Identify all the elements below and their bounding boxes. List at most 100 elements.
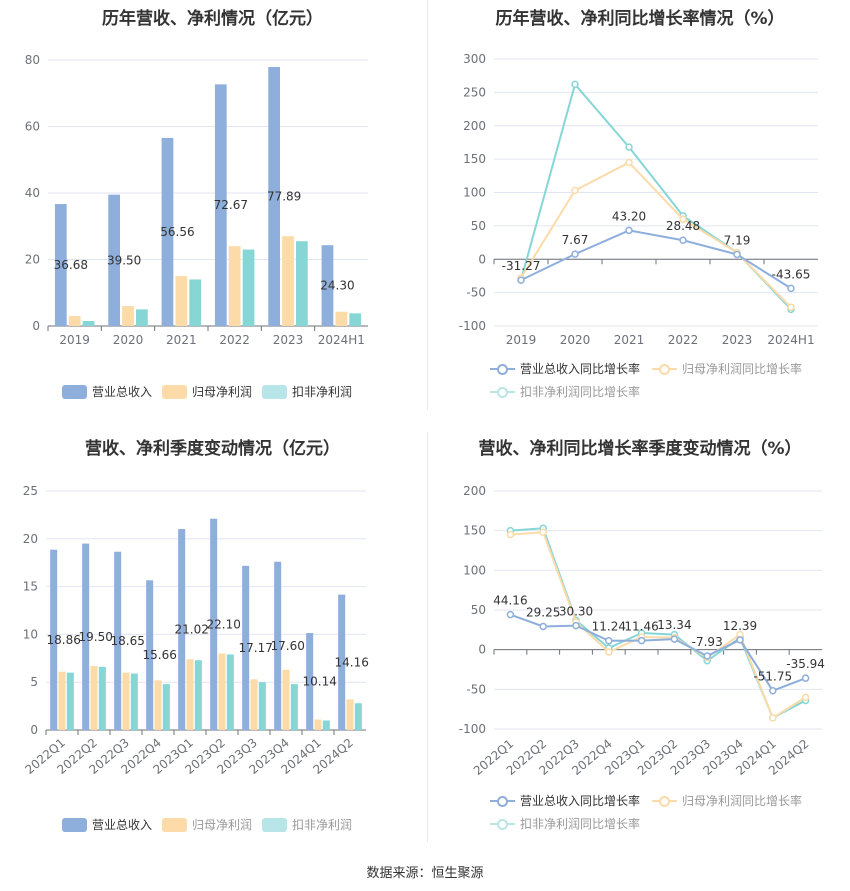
y-tick-label: 0 [478,643,486,657]
y-tick-label: -50 [466,286,486,300]
y-tick-label: 0 [30,723,38,737]
bar [290,684,298,730]
bar [242,249,255,326]
data-label: 17.60 [271,639,305,653]
y-tick-label: -100 [459,722,486,736]
legend-item-parent-profit[interactable]: 归母净利润 [162,816,252,833]
bar [282,236,294,326]
x-tick-label: 2019 [59,333,90,347]
quarterly-growth-chart: -100-500501001502002022Q12022Q22022Q3202… [459,484,825,778]
data-point [670,635,679,643]
bar [322,720,330,730]
data-point [506,530,515,539]
data-label: -7.93 [692,635,723,649]
legend-item-parent-profit[interactable]: 归母净利润 [162,383,252,400]
chart-legend: 营业总收入 归母净利润 扣非净利润 [0,0,425,420]
data-label: 17.17 [239,641,273,655]
data-label: 11.46 [624,620,658,634]
legend-swatch [62,817,87,832]
bar [50,549,58,730]
legend-swatch [162,817,187,832]
data-point [605,648,613,656]
data-point [787,303,795,312]
y-tick-label: 60 [25,120,40,134]
data-point [787,284,795,293]
bar [282,669,290,730]
bar [186,659,194,730]
data-point [679,215,687,223]
y-tick-label: 100 [463,186,486,200]
legend-item-parent-growth[interactable]: 归母净利润同比增长率 [652,792,802,809]
bar [130,673,138,730]
legend-swatch [652,794,677,808]
panel-divider-bottom [427,432,428,842]
data-point [605,636,613,645]
chart-title: 历年营收、净利同比增长率情况（%） [495,9,785,29]
legend-label: 扣非净利润同比增长率 [520,817,641,831]
y-tick-label: 200 [463,484,486,498]
bar [98,666,106,730]
legend-item-revenue[interactable]: 营业总收入 [62,816,152,833]
legend-item-revenue-growth[interactable]: 营业总收入同比增长率 [490,792,640,809]
data-point [801,674,810,682]
bar [189,279,202,326]
bar [242,565,250,730]
legend-item-deducted-profit[interactable]: 扣非净利润 [262,816,352,833]
legend-item-deducted-growth[interactable]: 扣非净利润同比增长率 [490,815,640,832]
data-label: -43.65 [772,267,811,281]
bar [321,245,334,326]
bar [250,679,258,730]
y-tick-label: 20 [25,253,40,267]
annual-amount-chart: 0 20 40 60 80 2019 2020 2021 2022 2023 2024H1 36.68… [25,53,368,347]
bar [68,316,81,326]
y-tick-label: 300 [463,52,486,66]
data-point [769,686,777,695]
x-tick-label: 2022 [219,333,250,347]
data-label: 56.56 [160,225,194,239]
data-label: 43.20 [612,209,646,223]
y-tick-label: 150 [463,152,486,166]
data-label: 39.50 [107,253,141,267]
panel-divider-top [427,0,428,410]
bar [258,682,266,730]
data-label: 22.10 [207,617,241,631]
legend-label: 扣非净利润同比增长率 [520,385,641,399]
x-tick-label: 2022 [668,333,699,347]
bar [346,699,354,730]
data-point [539,528,547,537]
data-label: 72.67 [214,198,248,212]
legend-item-deducted-growth[interactable]: 扣非净利润同比增长率 [490,383,640,400]
legend-item-deducted-profit[interactable]: 扣非净利润 [262,383,352,400]
legend-swatch [162,384,187,399]
data-label: 77.89 [267,190,301,204]
bar [122,306,134,326]
x-tick-label: 2023 [722,333,753,347]
legend-label: 营业总收入 [92,385,153,399]
legend-label: 归母净利润 [192,385,253,399]
quarterly-amount-panel: 营收、净利季度变动情况（亿元） 0 5 10 15 20 25 2022Q1 2022Q2 20… [0,430,425,850]
legend-swatch [652,362,677,376]
legend-swatch [62,384,87,399]
data-point [801,693,810,702]
data-point [539,622,547,631]
series-line [510,613,806,692]
annual-growth-chart: -100 -50 0 50 100 150 200 250 300 2019 2020 2021 202… [459,52,818,347]
data-point [736,636,744,644]
data-point [506,610,515,619]
bar [349,313,362,326]
data-label: 7.19 [724,233,751,247]
data-label: 12.39 [723,619,757,633]
legend-swatch [490,385,515,399]
annual-growth-panel: 历年营收、净利同比增长率情况（%） -100 -50 0 50 100 150 200 250… [430,0,850,420]
bar [178,529,186,730]
legend-item-revenue[interactable]: 营业总收入 [62,383,152,400]
legend-item-parent-growth[interactable]: 归母净利润同比增长率 [652,360,802,377]
bar [122,672,130,730]
data-point [625,226,633,235]
legend-item-revenue-growth[interactable]: 营业总收入同比增长率 [490,360,640,377]
data-label: 28.48 [666,219,700,233]
y-tick-label: 0 [478,252,486,266]
bar [82,321,95,326]
x-tick-label: 2024H1 [318,333,365,347]
legend-swatch [262,384,287,399]
